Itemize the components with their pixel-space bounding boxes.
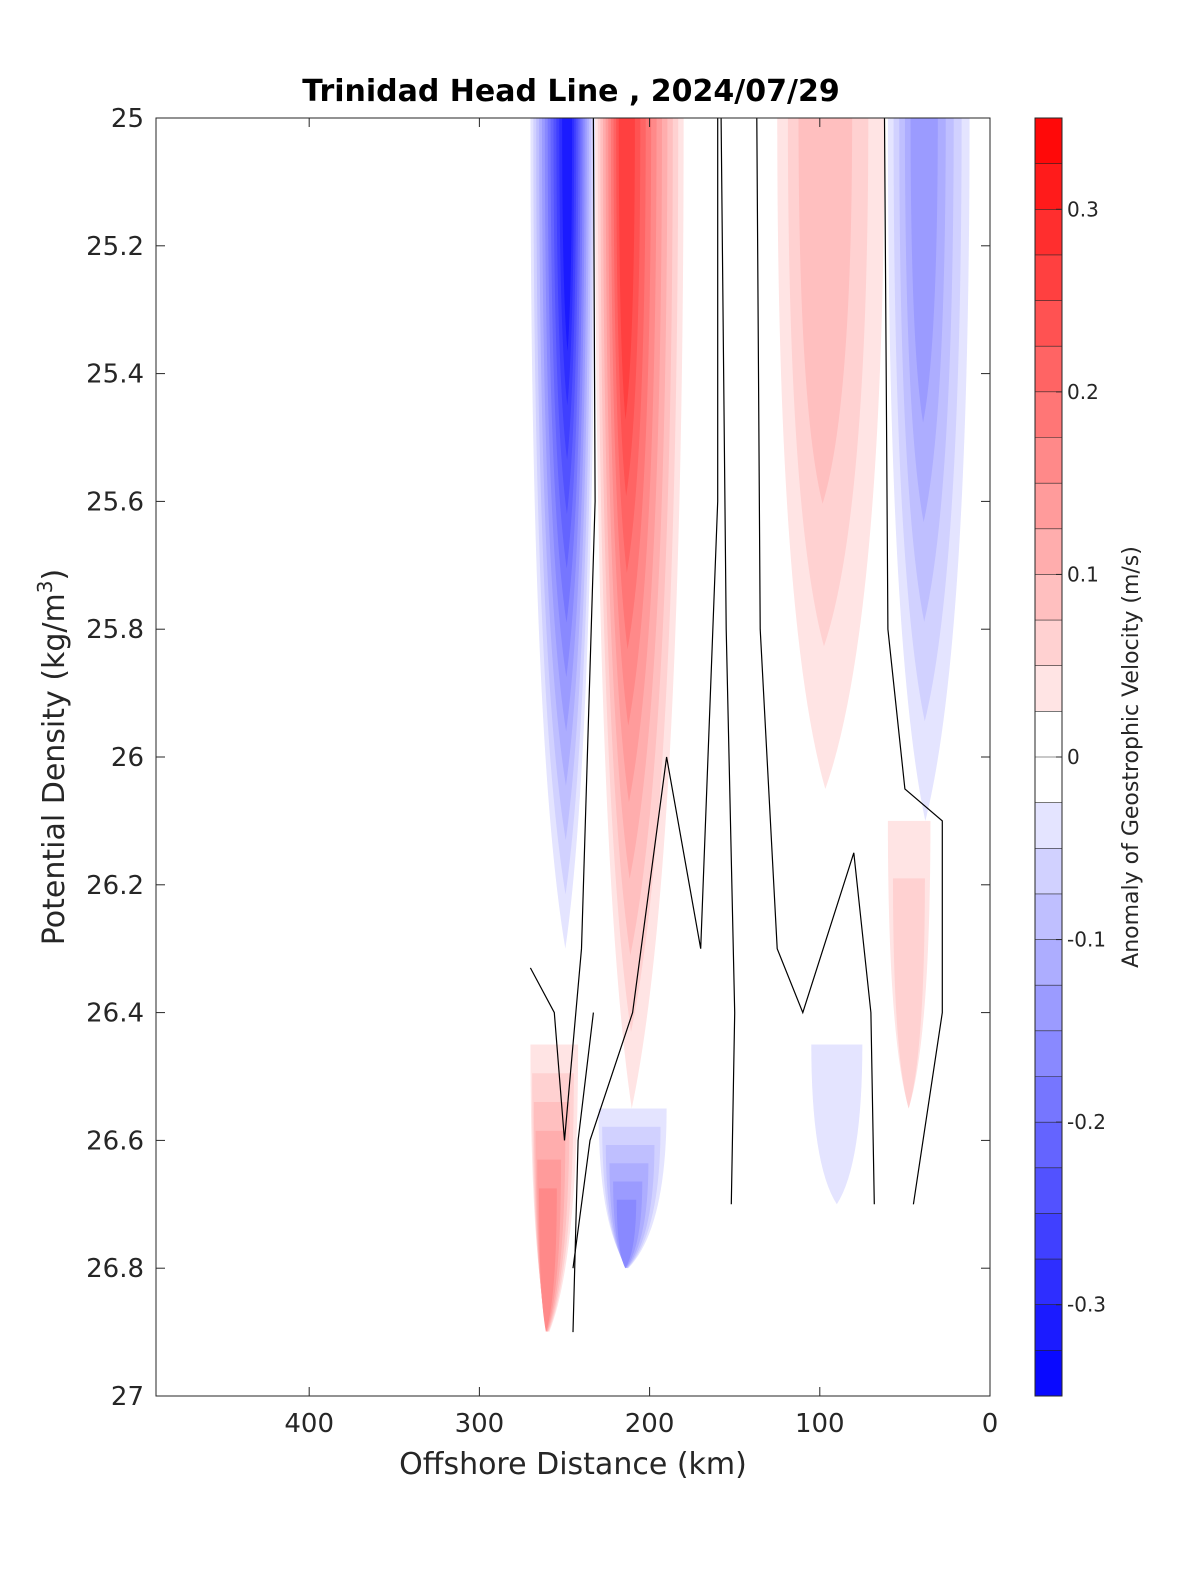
colorbar-tick-label: -0.3 (1067, 1293, 1106, 1317)
y-tick-label: 26.8 (86, 1254, 144, 1284)
colorbar-swatch (1035, 1259, 1062, 1306)
colorbar-swatch (1035, 483, 1062, 530)
y-tick-label: 26.2 (86, 871, 144, 901)
colorbar-tick-label: 0.1 (1067, 562, 1099, 586)
y-tick-label: 26.6 (86, 1126, 144, 1156)
colorbar-swatch (1035, 163, 1062, 210)
y-axis-label: Potential Density (kg/m3) (33, 569, 72, 945)
colorbar-swatch (1035, 939, 1062, 986)
zero-contour-line (529, 118, 596, 1141)
colorbar-swatch (1035, 300, 1062, 347)
colorbar-tick-label: -0.2 (1067, 1110, 1106, 1134)
colorbar-swatch (1035, 254, 1062, 302)
velocity-band (618, 118, 635, 420)
velocity-band (538, 1188, 557, 1333)
colorbar-swatch (1035, 757, 1062, 804)
colorbar-swatch (1035, 118, 1062, 165)
colorbar-swatch (1035, 346, 1062, 393)
colorbar-swatch (1035, 209, 1062, 256)
y-tick-label: 26.4 (86, 999, 144, 1029)
colorbar-swatch (1035, 985, 1062, 1032)
zero-contour-line (883, 118, 943, 1205)
x-axis-label: Offshore Distance (km) (399, 1447, 747, 1482)
colorbar-swatch (1035, 437, 1062, 484)
colorbar-swatch (1035, 1350, 1062, 1397)
zero-contour-line (572, 118, 719, 1269)
colorbar-label: Anomaly of Geostrophic Velocity (m/s) (1119, 546, 1144, 968)
y-axis-label-sup: 3 (33, 580, 57, 593)
colorbar (1035, 118, 1062, 1397)
x-tick-label: 100 (795, 1409, 845, 1439)
velocity-field (530, 118, 970, 1333)
zero-contour-line (572, 1012, 594, 1333)
y-axis-ticks: 25 25.2 25.4 25.6 25.8 26 26.2 26.4 26.6 26.8 27 (86, 104, 990, 1412)
colorbar-swatch (1035, 1167, 1062, 1214)
colorbar-swatch (1035, 528, 1062, 575)
colorbar-swatch (1035, 1304, 1062, 1351)
colorbar-swatch (1035, 665, 1062, 712)
zero-contour-line (720, 118, 736, 1205)
colorbar-ticks: 0.3 0.2 0.1 0 -0.1 -0.2 -0.3 (1056, 197, 1106, 1317)
velocity-band (616, 1199, 637, 1269)
y-tick-label: 25 (111, 104, 144, 134)
y-tick-label: 25.6 (86, 487, 144, 517)
colorbar-frame (1034, 117, 1063, 1397)
velocity-band (562, 118, 573, 352)
colorbar-tick-label: 0 (1067, 745, 1080, 769)
colorbar-swatch (1035, 1030, 1062, 1077)
velocity-band (892, 878, 925, 1109)
zero-contours (529, 118, 943, 1333)
velocity-band (798, 118, 853, 504)
y-tick-label: 25.2 (86, 232, 144, 262)
x-tick-label: 200 (625, 1409, 675, 1439)
y-axis-label-end: ) (37, 569, 72, 581)
colorbar-tick-label: 0.2 (1067, 380, 1099, 404)
colorbar-tick-label: 0.3 (1067, 197, 1099, 221)
zero-contour-line (756, 118, 875, 1205)
colorbar-swatch (1035, 802, 1062, 849)
colorbar-swatch (1035, 574, 1062, 621)
colorbar-swatch (1035, 711, 1062, 758)
x-axis-ticks: 400 300 200 100 0 (284, 118, 998, 1439)
y-axis-label-main: Potential Density (kg/m (37, 593, 72, 945)
chart-title: Trinidad Head Line , 2024/07/29 (302, 74, 839, 109)
y-tick-label: 25.8 (86, 615, 144, 645)
colorbar-swatch (1035, 1213, 1062, 1260)
x-tick-label: 0 (982, 1409, 999, 1439)
x-tick-label: 400 (284, 1409, 334, 1439)
y-tick-label: 25.4 (86, 360, 144, 390)
colorbar-swatch (1035, 893, 1062, 941)
velocity-band (811, 1044, 863, 1205)
colorbar-tick-label: -0.1 (1067, 928, 1106, 952)
y-tick-label: 26 (111, 743, 144, 773)
colorbar-swatch (1035, 848, 1062, 895)
colorbar-swatch (1035, 620, 1062, 667)
colorbar-swatch (1035, 1076, 1062, 1123)
x-tick-label: 300 (455, 1409, 505, 1439)
colorbar-swatch (1035, 1122, 1062, 1169)
y-tick-label: 27 (111, 1382, 144, 1412)
velocity-band (910, 118, 938, 423)
colorbar-swatch (1035, 391, 1062, 438)
